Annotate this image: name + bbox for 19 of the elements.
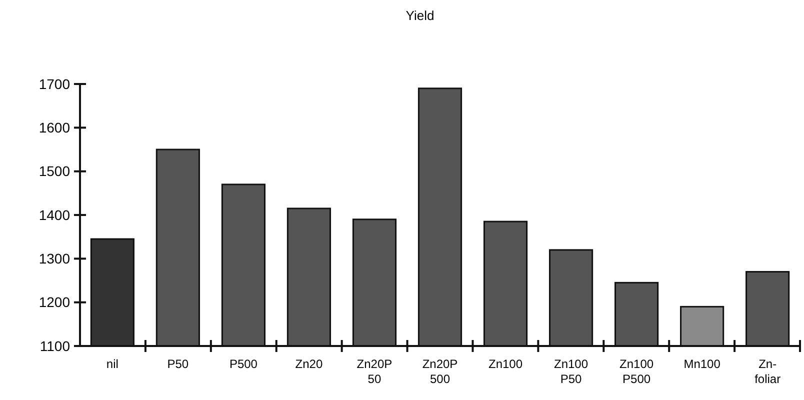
x-tick-label: Zn100: [488, 357, 523, 371]
y-tick-label: 1600: [38, 120, 70, 136]
y-tick-label: 1200: [38, 294, 70, 310]
y-tick-label: 1400: [38, 206, 70, 223]
x-tick-label: nil: [106, 357, 118, 371]
x-tick-label: P500: [229, 357, 258, 371]
x-tick-label: P50: [167, 357, 189, 371]
x-tick-label: Zn100 P50: [554, 357, 588, 386]
y-tick-label: 1300: [38, 250, 70, 267]
x-tick-label: Zn20P 500: [422, 357, 458, 386]
x-tick-label: Zn20P 50: [356, 357, 392, 386]
chart-title: Yield: [406, 8, 434, 23]
x-tick-label: Zn20: [295, 357, 323, 371]
x-tick-label: Mn100: [684, 357, 721, 371]
y-tick-label: 1100: [40, 338, 70, 354]
y-tick-label: 1500: [38, 163, 70, 180]
y-tick-label: 1700: [38, 76, 70, 92]
x-tick-label: Zn- foliar: [754, 357, 781, 386]
x-tick-label: Zn100 P500: [620, 357, 654, 386]
